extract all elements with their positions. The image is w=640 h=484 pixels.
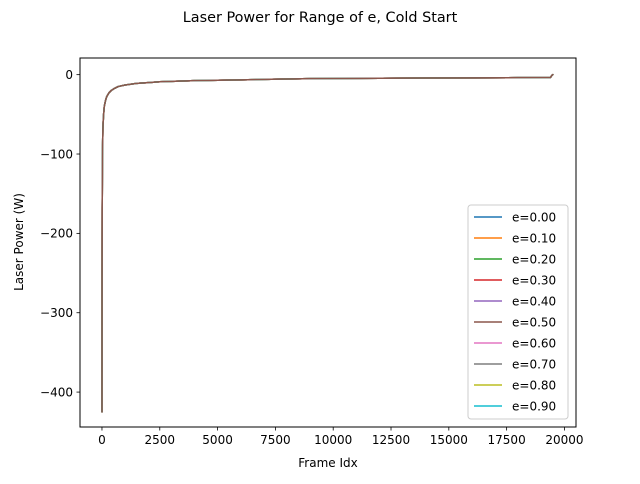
legend-label: e=0.60: [512, 336, 556, 350]
legend-label: e=0.90: [512, 399, 556, 413]
legend-label: e=0.80: [512, 378, 556, 392]
y-tick-label: −100: [40, 147, 73, 161]
legend-label: e=0.40: [512, 294, 556, 308]
legend-label: e=0.30: [512, 273, 556, 287]
chart-title: Laser Power for Range of e, Cold Start: [183, 10, 458, 26]
series-line-e-0-50: [101, 73, 554, 413]
legend-label: e=0.00: [512, 210, 556, 224]
y-tick-label: −400: [40, 385, 73, 399]
x-axis: 0 2500 5000 7500 10000 12500 15000 17500 20000: [98, 427, 584, 447]
legend-label: e=0.20: [512, 252, 556, 266]
y-tick-label: −200: [40, 227, 73, 241]
legend-label: e=0.70: [512, 357, 556, 371]
y-tick-label: 0: [65, 68, 73, 82]
axes-frame: [79, 57, 577, 428]
y-axis-label: Laser Power (W): [12, 193, 26, 291]
x-tick-label: 20000: [545, 433, 583, 447]
y-tick-label: −300: [40, 306, 73, 320]
legend-label: e=0.10: [512, 231, 556, 245]
legend: e=0.00 e=0.10 e=0.20 e=0.30 e=0.40 e=0.50 e=0.…: [467, 204, 569, 420]
x-tick-label: 7500: [260, 433, 291, 447]
x-tick-label: 15000: [430, 433, 468, 447]
x-tick-label: 12500: [372, 433, 410, 447]
x-tick-label: 10000: [314, 433, 352, 447]
y-axis: 0 −100 −200 −300 −400: [40, 68, 80, 399]
legend-label: e=0.50: [512, 315, 556, 329]
x-tick-label: 0: [98, 433, 106, 447]
x-tick-label: 2500: [145, 433, 176, 447]
x-tick-label: 17500: [488, 433, 526, 447]
x-axis-label: Frame Idx: [298, 456, 357, 470]
x-tick-label: 5000: [202, 433, 233, 447]
plot-area: [101, 73, 554, 413]
